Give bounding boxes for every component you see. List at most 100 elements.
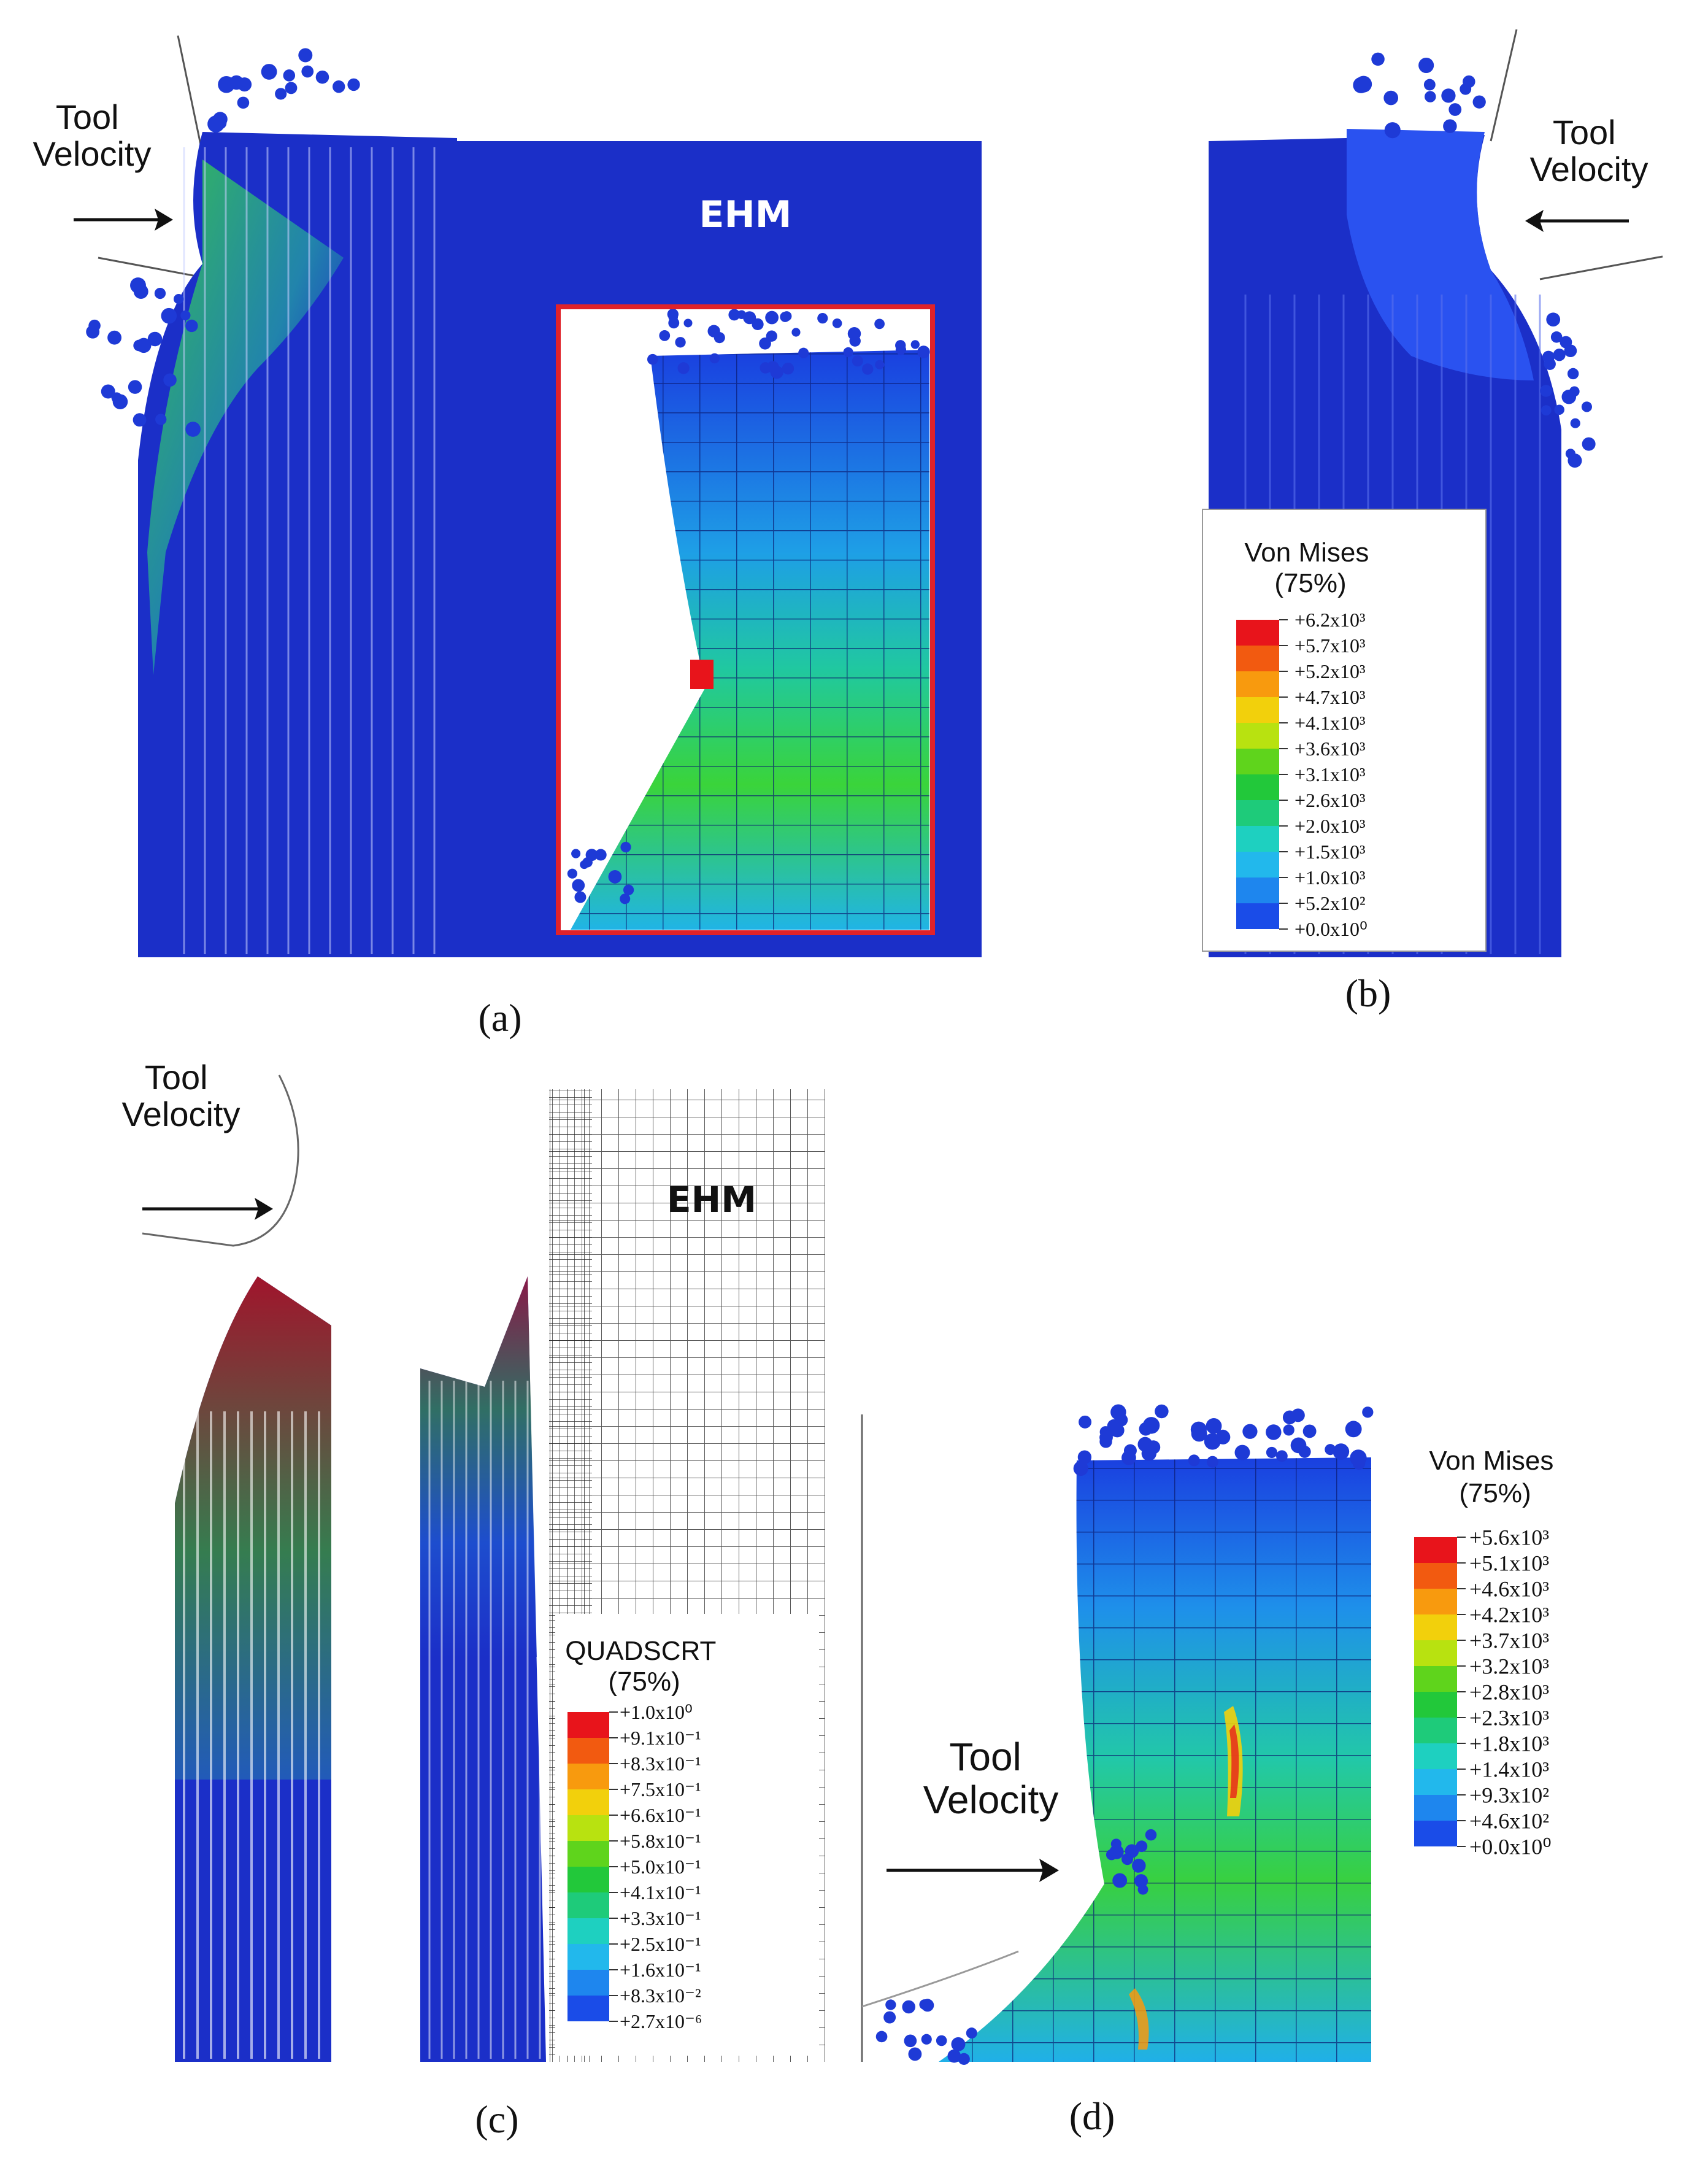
legend-value: +5.8x10⁻¹ xyxy=(620,1830,701,1852)
particle xyxy=(875,2031,888,2043)
legend-swatch xyxy=(1414,1537,1457,1563)
legend-value: +3.2x10³ xyxy=(1469,1654,1549,1679)
particle xyxy=(1234,1444,1250,1460)
particle xyxy=(1463,75,1475,88)
particle xyxy=(782,362,794,375)
particle xyxy=(1242,1424,1258,1439)
particle xyxy=(966,2027,977,2039)
particle xyxy=(1291,1408,1305,1422)
particle xyxy=(1275,1450,1288,1462)
particle xyxy=(214,117,227,129)
particle xyxy=(647,353,658,365)
particle xyxy=(1302,1424,1317,1438)
particle xyxy=(1110,1423,1125,1438)
tool-velocity-label: Tool Velocity xyxy=(33,98,152,173)
tool-edge-line xyxy=(1490,29,1518,142)
legend-swatch xyxy=(1236,774,1279,800)
legend-value: +6.2x10³ xyxy=(1294,609,1366,631)
particle xyxy=(161,307,177,324)
legend-value: +1.8x10³ xyxy=(1469,1732,1549,1756)
legend-value: +3.1x10³ xyxy=(1294,763,1366,785)
particle xyxy=(283,69,296,82)
particle xyxy=(275,88,287,100)
ehm-label: EHM xyxy=(699,193,792,236)
legend-swatch xyxy=(1414,1718,1457,1743)
particle xyxy=(936,2035,947,2046)
legend-title: QUADSCRT xyxy=(565,1636,715,1666)
particle xyxy=(237,96,250,109)
particle xyxy=(759,337,771,350)
legend-swatch xyxy=(1414,1563,1457,1589)
legend-swatch xyxy=(567,1970,609,1996)
particle xyxy=(743,311,756,325)
particle xyxy=(1565,449,1575,459)
legend-value: +3.3x10⁻¹ xyxy=(620,1907,701,1929)
particle xyxy=(301,65,314,78)
legend-value: +2.7x10⁻⁶ xyxy=(620,2010,702,2032)
legend-value: +3.7x10³ xyxy=(1469,1629,1549,1653)
legend-value: +2.0x10³ xyxy=(1294,815,1366,837)
particle xyxy=(798,347,809,358)
particle xyxy=(1546,312,1561,327)
particle xyxy=(1582,437,1596,451)
particle xyxy=(1345,1421,1362,1438)
tool-edge-line xyxy=(1539,255,1663,280)
legend-subtitle: (75%) xyxy=(1274,568,1346,598)
legend-value: +6.6x10⁻¹ xyxy=(620,1804,701,1826)
particle xyxy=(832,318,842,328)
particle xyxy=(1112,1873,1128,1888)
tool-velocity-label: Tool Velocity xyxy=(923,1735,1059,1822)
particle xyxy=(919,1999,930,2010)
tool-velocity-label: Tool Velocity xyxy=(1530,113,1648,188)
chip-particles xyxy=(86,48,360,437)
particle xyxy=(1443,119,1457,133)
legend-value: +7.5x10⁻¹ xyxy=(620,1778,701,1800)
particle xyxy=(752,318,764,331)
particle xyxy=(347,78,360,91)
legend-swatch xyxy=(567,1815,609,1841)
particle xyxy=(908,2047,922,2061)
legend-von-mises-d: Von Mises (75%) +5.6x10³+5.1x10³+4.6x10³… xyxy=(1414,1446,1553,1859)
svg-text:QUADSCRT (75%): QUADSCRT (75%) xyxy=(565,1636,723,1697)
inset-zoom xyxy=(556,304,935,935)
legend-swatch xyxy=(1414,1614,1457,1640)
legend-swatch xyxy=(1236,723,1279,749)
particle xyxy=(154,287,166,299)
particle xyxy=(919,349,929,358)
particle xyxy=(185,319,198,333)
legend-value: +5.2x10³ xyxy=(1294,660,1366,682)
particle xyxy=(229,75,244,90)
tool-edge-line xyxy=(98,256,197,277)
legend-value: +1.0x10⁰ xyxy=(620,1701,693,1723)
particle xyxy=(571,849,581,858)
particle xyxy=(1283,1424,1294,1436)
particle xyxy=(1542,350,1555,363)
particle xyxy=(1110,1404,1126,1420)
legend-swatch xyxy=(1414,1743,1457,1769)
particle xyxy=(572,879,585,892)
particle xyxy=(668,317,680,329)
particle xyxy=(1134,1874,1148,1888)
legend-swatch xyxy=(567,1918,609,1944)
particle xyxy=(620,893,631,904)
arrow-head-icon xyxy=(1039,1859,1059,1882)
legend-swatch xyxy=(1236,697,1279,723)
particle xyxy=(1266,1424,1282,1440)
particle xyxy=(185,422,201,437)
particle xyxy=(180,310,191,321)
particle xyxy=(843,347,853,357)
legend-swatch xyxy=(567,1712,609,1738)
legend-value: +5.2x10² xyxy=(1294,892,1366,914)
tool-edge-line xyxy=(177,35,204,154)
panel-a: EHM Tool Velocity (a) xyxy=(33,35,982,1040)
legend-swatch xyxy=(1236,826,1279,852)
particle xyxy=(1554,404,1564,415)
particle xyxy=(1206,1418,1222,1434)
legend-swatch xyxy=(567,1789,609,1815)
particle xyxy=(1383,90,1399,106)
particle xyxy=(780,311,791,322)
legend-swatch xyxy=(1414,1769,1457,1795)
legend-swatch xyxy=(1414,1692,1457,1718)
legend-swatch xyxy=(567,1764,609,1789)
particle xyxy=(147,331,163,347)
